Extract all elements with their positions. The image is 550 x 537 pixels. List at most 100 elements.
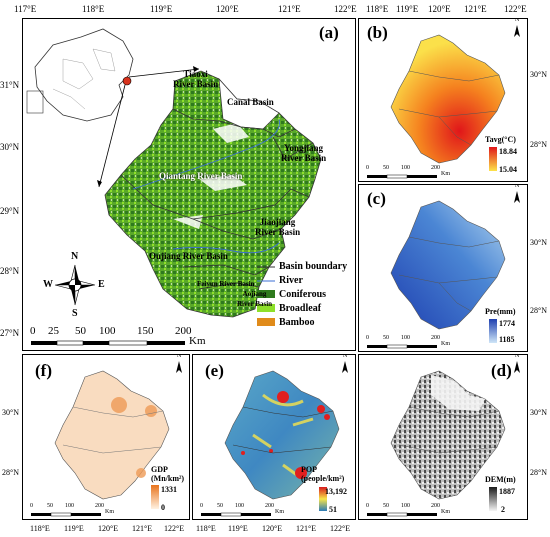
- qiantang-basin-label: Qiantang River Basin: [159, 171, 243, 181]
- panel-f-scale-0: 0: [30, 503, 33, 509]
- panel-a-forest-map: (a) Canal Basin Tiaoxi River Basin Yongj…: [22, 18, 356, 351]
- panel-d-scale-200: 200: [431, 503, 440, 509]
- panel-c-precipitation-map: (c) N Pre(mm) 1774 1185 0 50 100 200 Km: [358, 184, 528, 352]
- legend-river: River: [279, 275, 303, 286]
- scale-200: 200: [175, 325, 192, 337]
- top-lon-121: 121°E: [278, 4, 301, 14]
- rc-lat-30: 30°N: [530, 238, 547, 247]
- panel-a-label: (a): [319, 23, 339, 42]
- aojiang-basin-label: Aojiang River Basin: [237, 290, 273, 308]
- north-arrow-icon: [176, 361, 182, 373]
- scale-0: 0: [30, 325, 36, 337]
- north-arrow-icon: [514, 361, 520, 373]
- top-lon-119: 119°E: [150, 4, 173, 14]
- panel-d-max: 1887: [499, 487, 515, 496]
- panel-d-dem-map: (d) N DEM(m) 1887 2 0 50 100 200 Km: [358, 354, 528, 520]
- lat-29: 29°N: [0, 206, 20, 216]
- bot-e-lon-121: 121°E: [296, 524, 317, 533]
- panel-c-scale-200: 200: [431, 335, 440, 341]
- panel-b-temperature-map: (b) N Tavg(°C) 18.84 15.04 0 50 100 200 …: [358, 18, 528, 182]
- panel-f-gdp-map: (f) N GDP (Mn/km²) 1331 0 0 50 100 200 K…: [22, 354, 190, 520]
- top-r-lon-120: 120°E: [428, 4, 451, 14]
- lat-31: 31°N: [0, 80, 20, 90]
- panel-b-scale-200: 200: [431, 165, 440, 171]
- bot-e-lon-118: 118°E: [196, 524, 216, 533]
- rb-lat-30: 30°N: [530, 70, 547, 79]
- panel-f-svg: [31, 361, 182, 517]
- panel-d-label: (d): [491, 361, 512, 380]
- panel-c-north: N: [515, 184, 520, 189]
- panel-b-min: 15.04: [499, 165, 517, 174]
- panel-e-label: (e): [205, 361, 224, 380]
- panel-d-scale-0: 0: [366, 503, 369, 509]
- panel-f-scale-200: 200: [95, 503, 104, 509]
- panel-e-scale-unit: Km: [275, 509, 284, 515]
- panel-c-scale-100: 100: [401, 335, 410, 341]
- panel-d-min: 2: [501, 505, 505, 514]
- top-r-lon-121: 121°E: [464, 4, 487, 14]
- panel-e-scale-0: 0: [200, 503, 203, 509]
- bot-lon-122: 122°E: [164, 524, 185, 533]
- lat-27: 27°N: [0, 328, 20, 338]
- compass-w: W: [43, 279, 53, 290]
- scale-unit: Km: [189, 335, 206, 347]
- top-lon-120: 120°E: [216, 4, 239, 14]
- panel-f-scale-50: 50: [47, 503, 53, 509]
- compass-n: N: [71, 251, 79, 262]
- compass-rose-icon: [54, 264, 96, 306]
- scale-100: 100: [99, 325, 116, 337]
- rb-lat-28: 28°N: [530, 140, 547, 149]
- north-arrow-icon: [514, 25, 520, 37]
- panel-f-label: (f): [35, 361, 52, 380]
- scale-50: 50: [75, 325, 86, 337]
- panel-a-svg: [26, 28, 322, 346]
- bot-lon-121: 121°E: [132, 524, 153, 533]
- panel-e-scale-100: 100: [235, 503, 244, 509]
- panel-c-min: 1185: [499, 335, 515, 344]
- lat-28: 28°N: [0, 266, 20, 276]
- panel-e-north: N: [343, 354, 348, 359]
- panel-f-north: N: [177, 354, 182, 359]
- top-r-lon-119: 119°E: [396, 4, 419, 14]
- bot-lon-120: 120°E: [98, 524, 119, 533]
- tiaoxi-basin-label: Tiaoxi River Basin: [173, 69, 219, 89]
- panel-e-min: 51: [329, 505, 337, 514]
- lf-lat-28: 28°N: [2, 468, 19, 477]
- panel-d-scale-100: 100: [401, 503, 410, 509]
- bot-lon-119: 119°E: [64, 524, 84, 533]
- canal-basin-label: Canal Basin: [227, 97, 274, 107]
- panel-c-label: (c): [367, 189, 386, 208]
- panel-e-scale-50: 50: [217, 503, 223, 509]
- panel-f-scale-100: 100: [65, 503, 74, 509]
- bamboo-swatch: [257, 318, 275, 326]
- scale-150: 150: [137, 325, 154, 337]
- panel-d-svg: [367, 361, 520, 517]
- panel-e-scale-200: 200: [265, 503, 274, 509]
- jiaojiang-basin-label: Jiaojiang River Basin: [255, 217, 301, 237]
- coniferous-swatch: [257, 290, 275, 298]
- panel-c-scale-50: 50: [383, 335, 389, 341]
- legend-broadleaf: Broadleaf: [279, 303, 322, 314]
- panel-b-scale-100: 100: [401, 165, 410, 171]
- panel-f-cbar-title: GDP (Mn/km²): [151, 465, 185, 483]
- bot-lon-118: 118°E: [30, 524, 50, 533]
- panel-d-scale-unit: Km: [441, 509, 450, 515]
- panel-b-svg: [367, 25, 520, 179]
- panel-c-max: 1774: [499, 319, 515, 328]
- legend-coniferous: Coniferous: [279, 289, 327, 300]
- compass-s: S: [72, 308, 78, 319]
- top-lon-122: 122°E: [334, 4, 357, 14]
- legend-bamboo: Bamboo: [279, 317, 315, 328]
- feiyun-basin-label: Feiyun River Basin: [197, 280, 255, 288]
- oujiang-basin-label: Oujiang River Basin: [149, 251, 228, 261]
- panel-b-scale-unit: Km: [441, 171, 450, 177]
- panel-b-scale-50: 50: [383, 165, 389, 171]
- china-inset-map: [26, 28, 134, 122]
- lf-lat-30: 30°N: [2, 408, 19, 417]
- yongjiang-basin-label: Yongjiang River Basin: [281, 143, 327, 163]
- panel-c-scale-0: 0: [366, 335, 369, 341]
- panel-d-cbar-title: DEM(m): [485, 475, 516, 484]
- rd-lat-30: 30°N: [530, 408, 547, 417]
- panel-b-max: 18.84: [499, 147, 517, 156]
- panel-e-cbar-title: POP (people/km²): [301, 465, 345, 483]
